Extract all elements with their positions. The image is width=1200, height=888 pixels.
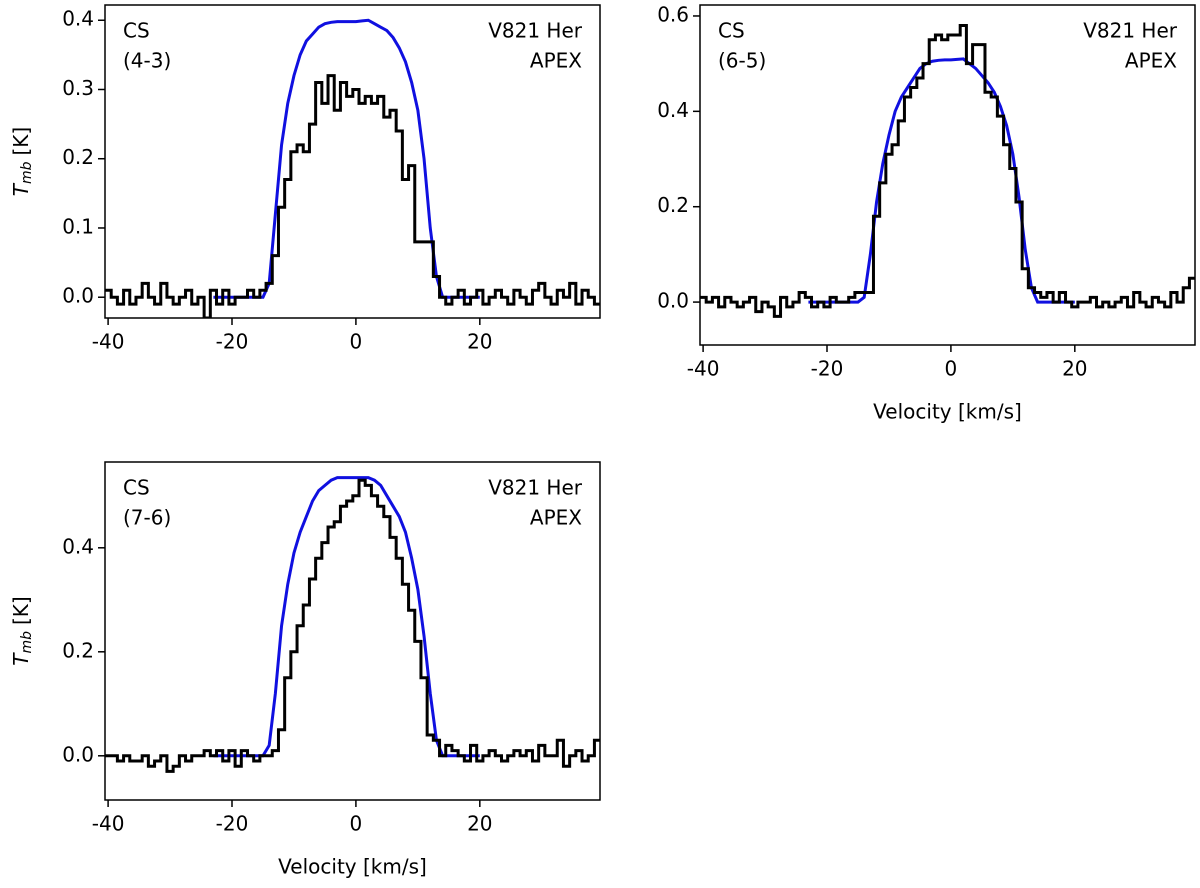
x-axis-label: Velocity [km/s] [278, 855, 427, 879]
panel: -40 -20 0 20 0.0 0.1 0.2 0.3 0.4 CS (4-3) V821 Her A… [9, 4, 601, 354]
transition-label: (7-6) [123, 506, 171, 530]
x-tick-label: -20 [811, 357, 844, 381]
source-label: APEX [530, 506, 582, 530]
x-tick-label: -40 [92, 330, 125, 354]
transition-label: CS [123, 476, 150, 500]
y-label-unit: [K] [9, 127, 33, 156]
x-tick-label: 0 [350, 812, 363, 836]
y-label-symbol: T [9, 182, 33, 196]
x-tick-label: 20 [467, 330, 492, 354]
plot-area [700, 24, 1195, 318]
y-tick-label: 0.0 [62, 742, 94, 766]
y-axis-label: Tmb [K] [9, 127, 36, 196]
source-label: V821 Her [488, 476, 583, 500]
x-tick-label: -40 [92, 812, 125, 836]
transition-label: CS [718, 19, 745, 43]
observed-spectrum [105, 74, 600, 318]
y-tick-label: 0.4 [657, 98, 689, 122]
x-tick-label: 20 [1062, 357, 1087, 381]
x-tick-label: -40 [687, 357, 720, 381]
y-tick-label: 0.2 [62, 145, 94, 169]
axes-frame [104, 461, 601, 801]
y-label-subscript: mb [19, 631, 35, 654]
y-label-unit: [K] [9, 596, 33, 625]
panel: -40 -20 0 20 0.0 0.2 0.4 CS (7-6) V821 Her APEX Vel… [9, 461, 601, 879]
source-label: APEX [530, 49, 582, 73]
y-tick-label: 0.2 [657, 193, 689, 217]
transition-label: CS [123, 19, 150, 43]
transition-label: (6-5) [718, 49, 766, 73]
observed-spectrum [105, 478, 600, 773]
axes-frame [699, 4, 1196, 346]
y-axis-label: Tmb [K] [9, 596, 36, 665]
observed-spectrum [700, 24, 1195, 318]
source-label: V821 Her [1083, 19, 1178, 43]
x-tick-label: 20 [467, 812, 492, 836]
y-tick-label: 0.3 [62, 76, 94, 100]
x-tick-label: 0 [350, 330, 363, 354]
y-tick-label: 0.2 [62, 638, 94, 662]
y-tick-label: 0.6 [657, 2, 689, 26]
y-tick-label: 0.1 [62, 214, 94, 238]
y-tick-label: 0.0 [62, 284, 94, 308]
axes-frame [104, 4, 601, 319]
y-label-symbol: T [9, 652, 33, 666]
source-label: APEX [1125, 49, 1177, 73]
model-line [213, 476, 480, 758]
x-tick-label: 0 [945, 357, 958, 381]
x-tick-label: -20 [216, 812, 249, 836]
y-tick-label: 0.4 [62, 7, 94, 31]
plot-area [105, 18, 600, 318]
x-axis-label: Velocity [km/s] [873, 400, 1022, 424]
panel: -40 -20 0 20 0.0 0.2 0.4 0.6 CS (6-5) V821 Her APEX… [657, 2, 1196, 424]
transition-label: (4-3) [123, 49, 171, 73]
x-tick-label: -20 [216, 330, 249, 354]
y-tick-label: 0.0 [657, 289, 689, 313]
model-line [213, 18, 480, 299]
model-line [808, 57, 1075, 304]
y-label-subscript: mb [19, 161, 35, 184]
plot-area [105, 476, 600, 773]
y-tick-label: 0.4 [62, 534, 94, 558]
source-label: V821 Her [488, 19, 583, 43]
